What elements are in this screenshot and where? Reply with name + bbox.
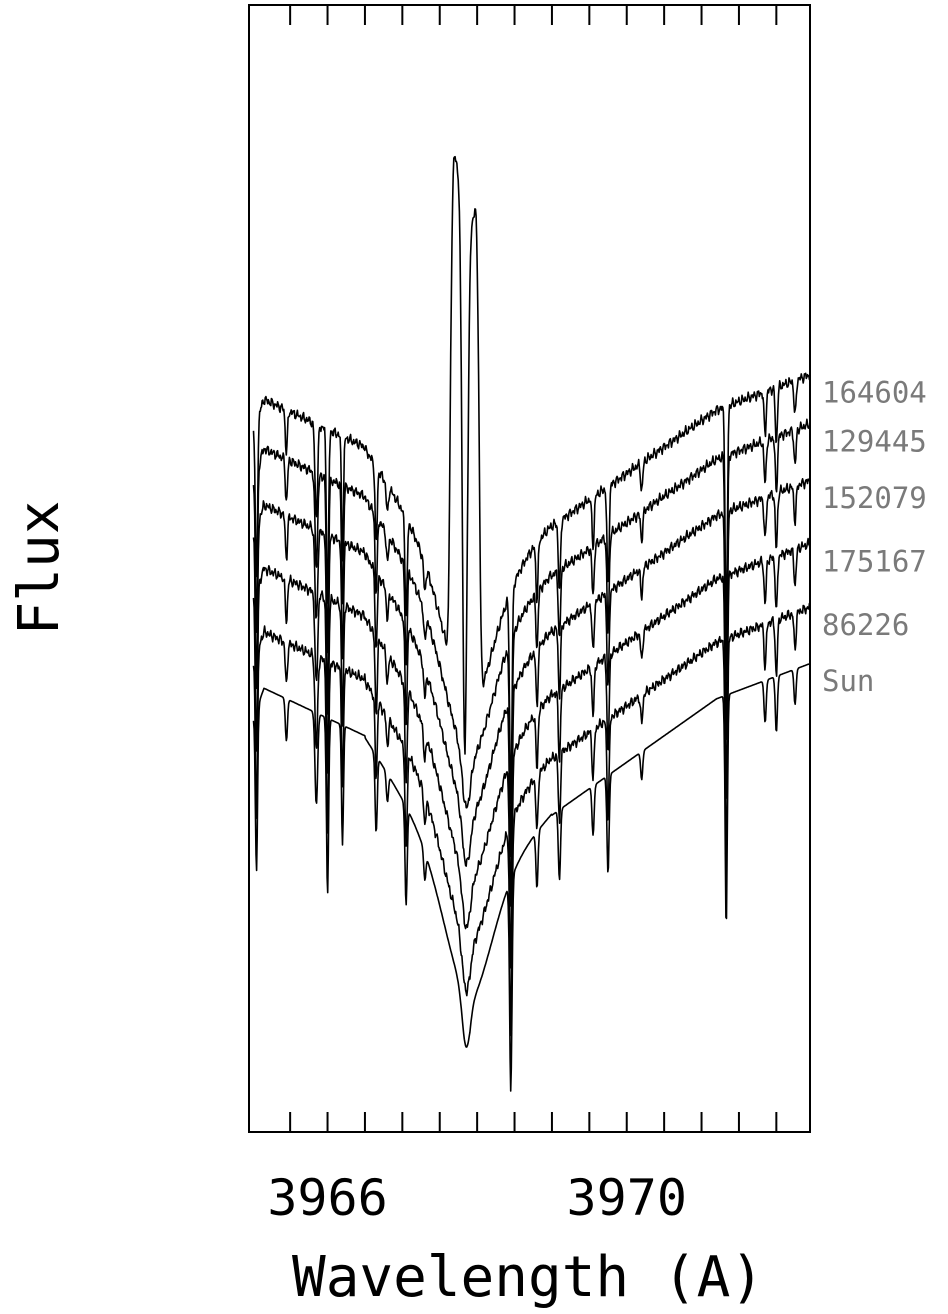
x-tick-labels: 3966 3970 <box>267 1169 687 1227</box>
spectrum-line-175167 <box>252 537 811 969</box>
series-label-129445: 129445 <box>822 425 927 459</box>
series-label-Sun: Sun <box>822 664 874 698</box>
series-label-164604: 164604 <box>822 375 927 409</box>
spectrum-line-129445 <box>252 418 811 857</box>
spectrum-line-86226 <box>252 602 811 1037</box>
spectrum-line-Sun <box>252 662 811 1092</box>
y-axis-label: Flux <box>7 501 72 636</box>
x-ticks <box>289 5 778 1132</box>
plot-frame <box>248 4 811 1133</box>
x-tick-label-1: 3970 <box>567 1169 687 1227</box>
series-lines <box>252 155 811 1092</box>
series-label-86226: 86226 <box>822 608 909 642</box>
series-labels: 164604 129445 152079 175167 86226 Sun <box>822 375 927 698</box>
series-label-175167: 175167 <box>822 544 927 578</box>
series-label-152079: 152079 <box>822 481 927 515</box>
spectrum-line-152079 <box>252 478 811 907</box>
x-axis-label: Wavelength (A) <box>292 1245 764 1310</box>
x-tick-label-0: 3966 <box>267 1169 387 1227</box>
spectrum-line-164604 <box>252 155 811 805</box>
